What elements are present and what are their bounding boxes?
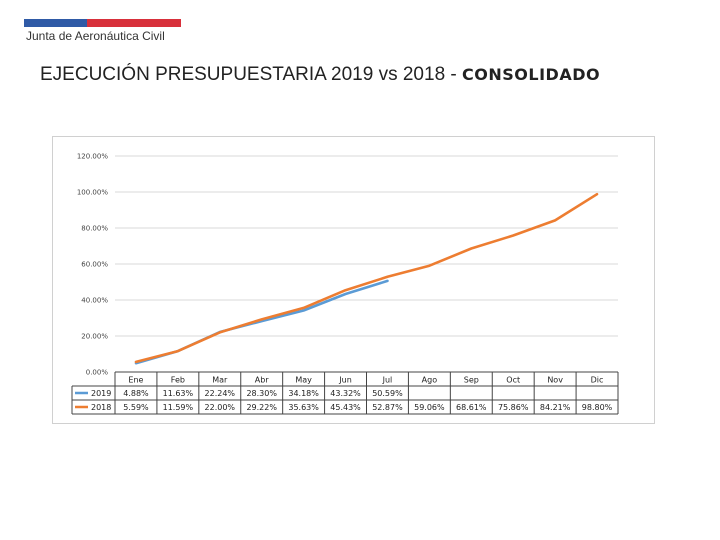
organization-name: Junta de Aeronáutica Civil [26,29,165,43]
data-label-2019: 11.63% [163,389,194,398]
data-label-2018: 29.22% [246,403,277,412]
x-category-label: Feb [171,376,185,385]
brand-flag-bar [24,19,181,27]
y-tick-label: 80.00% [81,225,108,233]
data-label-2018: 75.86% [498,403,529,412]
x-category-label: Oct [506,376,520,385]
y-tick-label: 20.00% [81,333,108,341]
data-label-2018: 52.87% [372,403,403,412]
data-label-2019: 22.24% [205,389,236,398]
data-label-2019: 28.30% [246,389,277,398]
data-label-2019: 34.18% [288,389,319,398]
data-label-2018: 22.00% [205,403,236,412]
data-label-2018: 98.80% [582,403,613,412]
legend-label-2019: 2019 [91,389,111,398]
title-main: EJECUCIÓN PRESUPUESTARIA 2019 vs 2018 - [40,64,463,85]
x-category-label: Jun [338,376,352,385]
y-tick-label: 40.00% [81,297,108,305]
y-tick-label: 0.00% [86,369,109,377]
data-label-2018: 59.06% [414,403,445,412]
data-label-2019: 4.88% [123,389,149,398]
data-label-2018: 5.59% [123,403,149,412]
x-category-label: Ago [422,376,438,385]
legend-label-2018: 2018 [91,403,111,412]
x-category-label: Dic [591,376,604,385]
data-label-2018: 35.63% [288,403,319,412]
x-category-label: Mar [212,376,228,385]
x-category-label: Jul [382,376,393,385]
data-label-2019: 43.32% [330,389,361,398]
x-category-label: Nov [547,376,563,385]
x-category-label: Ene [128,376,143,385]
flag-red-segment [87,19,181,27]
page-title: EJECUCIÓN PRESUPUESTARIA 2019 vs 2018 - … [40,64,600,86]
title-bold: CONSOLIDADO [462,65,601,84]
series-line-2018 [134,192,599,364]
x-category-label: May [295,376,312,385]
flag-blue-segment [24,19,87,27]
data-label-2018: 68.61% [456,403,487,412]
data-label-2018: 84.21% [540,403,571,412]
data-label-2018: 11.59% [163,403,194,412]
data-label-2019: 50.59% [372,389,403,398]
y-tick-label: 60.00% [81,261,108,269]
chart-frame [52,136,655,424]
x-category-label: Sep [464,376,479,385]
x-category-label: Abr [255,376,270,385]
y-tick-label: 120.00% [77,153,108,161]
y-tick-label: 100.00% [77,189,108,197]
data-label-2018: 45.43% [330,403,361,412]
